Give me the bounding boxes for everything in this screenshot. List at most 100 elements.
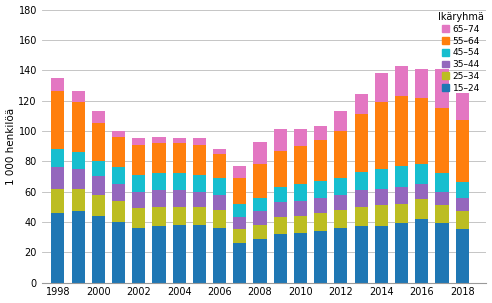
Bar	[294, 129, 307, 146]
Bar	[335, 210, 347, 228]
Bar	[173, 190, 186, 207]
Bar	[314, 198, 327, 213]
Bar	[132, 175, 145, 191]
Bar	[294, 232, 307, 283]
Bar	[233, 166, 246, 178]
Bar	[314, 213, 327, 231]
Bar	[294, 184, 307, 201]
Bar	[51, 188, 64, 213]
Bar	[274, 129, 287, 151]
Bar	[153, 226, 165, 283]
Bar	[253, 211, 267, 225]
Bar	[395, 187, 408, 204]
Bar	[274, 151, 287, 187]
Bar	[294, 201, 307, 216]
Bar	[153, 207, 165, 226]
Bar	[213, 195, 226, 210]
Bar	[375, 226, 388, 283]
Bar	[253, 238, 267, 283]
Bar	[233, 204, 246, 217]
Bar	[355, 207, 368, 226]
Bar	[456, 229, 469, 283]
Bar	[274, 187, 287, 202]
Bar	[132, 228, 145, 283]
Bar	[71, 152, 85, 169]
Bar	[193, 191, 206, 207]
Bar	[415, 199, 429, 219]
Bar	[335, 178, 347, 195]
Y-axis label: 1 000 henkilöä: 1 000 henkilöä	[5, 108, 16, 185]
Bar	[233, 217, 246, 229]
Bar	[132, 191, 145, 208]
Bar	[314, 231, 327, 283]
Bar	[294, 216, 307, 232]
Bar	[233, 243, 246, 283]
Bar	[435, 223, 449, 283]
Bar	[233, 229, 246, 243]
Bar	[456, 198, 469, 211]
Bar	[415, 69, 429, 98]
Bar	[355, 172, 368, 190]
Bar	[335, 195, 347, 210]
Bar	[395, 166, 408, 187]
Bar	[375, 102, 388, 169]
Bar	[253, 198, 267, 211]
Bar	[375, 205, 388, 226]
Bar	[51, 149, 64, 167]
Bar	[456, 182, 469, 198]
Bar	[395, 204, 408, 223]
Bar	[193, 225, 206, 283]
Bar	[112, 184, 125, 201]
Bar	[294, 146, 307, 184]
Bar	[355, 114, 368, 172]
Bar	[415, 98, 429, 164]
Bar	[395, 66, 408, 96]
Bar	[375, 169, 388, 188]
Bar	[153, 190, 165, 207]
Bar	[173, 143, 186, 173]
Bar	[51, 92, 64, 149]
Bar	[274, 202, 287, 217]
Bar	[456, 211, 469, 229]
Bar	[92, 216, 105, 283]
Bar	[314, 181, 327, 198]
Bar	[112, 131, 125, 137]
Bar	[51, 167, 64, 188]
Bar	[92, 111, 105, 123]
Bar	[132, 208, 145, 228]
Bar	[253, 164, 267, 198]
Bar	[435, 191, 449, 205]
Bar	[132, 145, 145, 175]
Bar	[173, 173, 186, 190]
Bar	[314, 126, 327, 140]
Bar	[435, 108, 449, 173]
Bar	[274, 217, 287, 234]
Bar	[395, 96, 408, 166]
Bar	[112, 201, 125, 222]
Bar	[335, 131, 347, 178]
Bar	[233, 178, 246, 204]
Bar	[253, 225, 267, 238]
Bar	[456, 93, 469, 120]
Bar	[153, 173, 165, 190]
Bar	[213, 228, 226, 283]
Bar	[375, 73, 388, 102]
Bar	[253, 142, 267, 164]
Bar	[71, 211, 85, 283]
Bar	[415, 184, 429, 199]
Bar	[435, 173, 449, 191]
Bar	[213, 149, 226, 154]
Bar	[71, 102, 85, 152]
Bar	[355, 190, 368, 207]
Bar	[112, 167, 125, 184]
Bar	[335, 228, 347, 283]
Bar	[193, 145, 206, 175]
Bar	[71, 92, 85, 102]
Bar	[335, 111, 347, 131]
Bar	[51, 213, 64, 283]
Bar	[213, 210, 226, 228]
Bar	[435, 205, 449, 223]
Bar	[92, 123, 105, 161]
Bar	[355, 226, 368, 283]
Bar	[71, 188, 85, 211]
